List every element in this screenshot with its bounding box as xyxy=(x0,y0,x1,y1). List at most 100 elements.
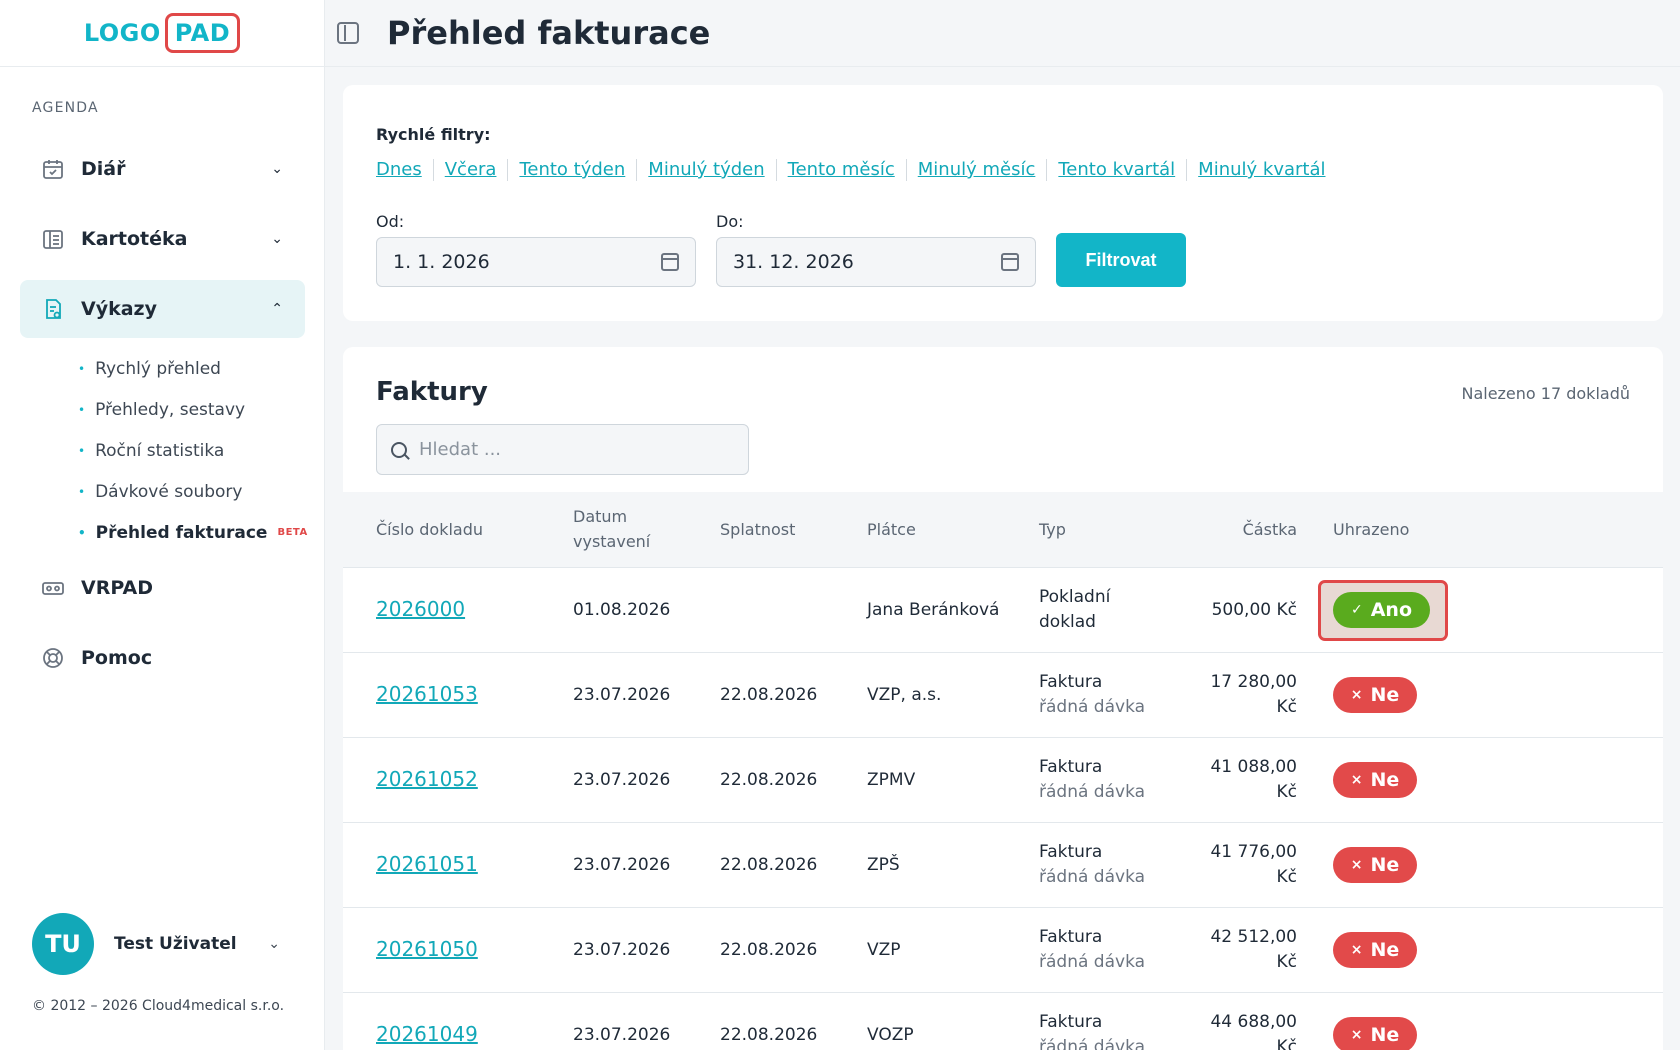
sidebar-item-pomoc[interactable]: Pomoc xyxy=(20,629,305,687)
table-header: Číslo dokladu Datum vystavení Splatnost … xyxy=(343,492,1663,568)
user-name: Test Uživatel xyxy=(114,934,237,954)
paid-status-label: Ne xyxy=(1370,854,1400,876)
quick-filter-minuly-tyden[interactable]: Minulý týden xyxy=(636,159,775,181)
type-line1: Faktura xyxy=(1039,757,1103,777)
invoices-card: Faktury Nalezeno 17 dokladů Číslo doklad… xyxy=(343,347,1663,1050)
quick-filter-minuly-kvartal[interactable]: Minulý kvartál xyxy=(1186,159,1336,181)
column-header-issued-line2: vystavení xyxy=(573,532,651,551)
column-header-paid[interactable]: Uhrazeno xyxy=(1333,520,1410,539)
search-field[interactable] xyxy=(376,424,749,475)
sidebar-item-label: Výkazy xyxy=(81,298,157,320)
column-header-issued[interactable]: Datum vystavení xyxy=(573,504,650,554)
submenu-item-label: Dávkové soubory xyxy=(95,481,243,502)
quick-filters-label: Rychlé filtry: xyxy=(376,125,491,144)
paid-status-no-badge[interactable]: × Ne xyxy=(1333,677,1417,713)
column-header-due[interactable]: Splatnost xyxy=(720,520,796,539)
column-header-number[interactable]: Číslo dokladu xyxy=(376,520,484,539)
paid-status-label: Ano xyxy=(1370,599,1413,621)
submenu-item-label: Přehled fakturace xyxy=(95,522,268,543)
paid-status-label: Ne xyxy=(1370,684,1400,706)
page-title: Přehled fakturace xyxy=(387,14,711,52)
paid-status-no-badge[interactable]: × Ne xyxy=(1333,847,1417,883)
submenu-item-prehledy-sestavy[interactable]: • Přehledy, sestavy xyxy=(78,389,308,430)
from-label: Od: xyxy=(376,212,405,231)
paid-status-label: Ne xyxy=(1370,769,1400,791)
close-icon: × xyxy=(1350,772,1363,788)
payer: VZP xyxy=(867,940,901,960)
document-number-link[interactable]: 20261049 xyxy=(376,1022,478,1046)
quick-filter-tento-kvartal[interactable]: Tento kvartál xyxy=(1046,159,1186,181)
paid-status-no-badge[interactable]: × Ne xyxy=(1333,762,1417,798)
sidebar-item-vrpad[interactable]: VRPAD xyxy=(20,559,305,617)
sidebar-item-diar[interactable]: Diář ⌄ xyxy=(20,140,305,198)
date-to-field[interactable]: 31. 12. 2026 xyxy=(716,237,1036,287)
bullet-icon: • xyxy=(78,402,86,417)
type-line1: Pokladní xyxy=(1039,587,1111,607)
document-number-link[interactable]: 20261050 xyxy=(376,937,478,961)
chevron-down-icon: ⌄ xyxy=(271,161,283,177)
quick-filter-tento-mesic[interactable]: Tento měsíc xyxy=(775,159,906,181)
calendar-icon[interactable] xyxy=(1001,253,1019,271)
bullet-icon: • xyxy=(78,361,86,376)
quick-filter-minuly-mesic[interactable]: Minulý měsíc xyxy=(905,159,1047,181)
amount-line2: Kč xyxy=(1276,1037,1298,1050)
amount-line2: Kč xyxy=(1276,867,1298,887)
paid-status-no-badge[interactable]: × Ne xyxy=(1333,1017,1417,1050)
quick-filter-tento-tyden[interactable]: Tento týden xyxy=(507,159,636,181)
due-date: 22.08.2026 xyxy=(720,855,818,875)
date-from-field[interactable]: 1. 1. 2026 xyxy=(376,237,696,287)
invoices-title: Faktury xyxy=(376,377,488,407)
table-row: 20261050 23.07.2026 22.08.2026 VZP Faktu… xyxy=(343,908,1663,993)
user-menu[interactable]: TU Test Uživatel ⌄ xyxy=(32,913,292,975)
submenu-item-davkove-soubory[interactable]: • Dávkové soubory xyxy=(78,471,308,512)
calendar-icon[interactable] xyxy=(661,253,679,271)
document-number-link[interactable]: 20261052 xyxy=(376,767,478,791)
to-label: Do: xyxy=(716,212,744,231)
copyright: © 2012 – 2026 Cloud4medical s.r.o. xyxy=(32,998,285,1014)
paid-status-yes-badge[interactable]: ✓ Ano xyxy=(1333,592,1430,628)
type-line2: řádná dávka xyxy=(1039,867,1146,887)
amount-line2: Kč xyxy=(1276,952,1298,972)
sidebar-item-vykazy[interactable]: Výkazy ⌃ xyxy=(20,280,305,338)
column-header-issued-line1: Datum xyxy=(573,507,628,526)
filter-card: Rychlé filtry: Dnes Včera Tento týden Mi… xyxy=(343,85,1663,321)
amount-line1: 42 512,00 xyxy=(1210,927,1297,947)
submenu-item-prehled-fakturace[interactable]: • Přehled fakturace BETA xyxy=(78,512,308,553)
sidebar-item-kartoteka[interactable]: Kartotéka ⌄ xyxy=(20,210,305,268)
amount-line1: 17 280,00 xyxy=(1210,672,1297,692)
quick-filter-vcera[interactable]: Včera xyxy=(432,159,508,181)
document-number-link[interactable]: 20261051 xyxy=(376,852,478,876)
search-input[interactable] xyxy=(419,439,719,460)
avatar: TU xyxy=(32,913,94,975)
close-icon: × xyxy=(1350,942,1363,958)
due-date: 22.08.2026 xyxy=(720,940,818,960)
agenda-section-label: AGENDA xyxy=(32,100,99,116)
column-header-payer[interactable]: Plátce xyxy=(867,520,916,539)
submenu-item-label: Roční statistika xyxy=(95,440,225,461)
issued-date: 23.07.2026 xyxy=(573,685,671,705)
report-icon xyxy=(40,296,66,322)
sidebar: LOGO PAD AGENDA Diář ⌄ Kartotéka ⌄ Výkaz… xyxy=(0,0,325,1050)
filter-button[interactable]: Filtrovat xyxy=(1056,233,1186,287)
sidebar-collapse-icon[interactable] xyxy=(337,22,359,44)
quick-filter-dnes[interactable]: Dnes xyxy=(376,159,422,180)
column-header-type[interactable]: Typ xyxy=(1039,520,1066,539)
paid-status-no-badge[interactable]: × Ne xyxy=(1333,932,1417,968)
bullet-icon: • xyxy=(78,484,86,499)
logo[interactable]: LOGO PAD xyxy=(84,13,241,53)
column-header-amount[interactable]: Částka xyxy=(1242,520,1297,539)
document-type: Faktura řádná dávka xyxy=(1039,670,1145,720)
amount-line2: Kč xyxy=(1276,782,1298,802)
sidebar-item-label: Pomoc xyxy=(81,647,153,669)
table-row: 20261053 23.07.2026 22.08.2026 VZP, a.s.… xyxy=(343,653,1663,738)
paid-status-label: Ne xyxy=(1370,1024,1400,1046)
close-icon: × xyxy=(1350,1027,1363,1043)
document-number-link[interactable]: 2026000 xyxy=(376,597,466,621)
found-count: Nalezeno 17 dokladů xyxy=(1461,384,1630,403)
amount-line1: 41 776,00 xyxy=(1210,842,1297,862)
sidebar-item-label: Kartotéka xyxy=(81,228,188,250)
type-line1: Faktura xyxy=(1039,842,1103,862)
submenu-item-rychly-prehled[interactable]: • Rychlý přehled xyxy=(78,348,308,389)
document-number-link[interactable]: 20261053 xyxy=(376,682,478,706)
submenu-item-rocni-statistika[interactable]: • Roční statistika xyxy=(78,430,308,471)
